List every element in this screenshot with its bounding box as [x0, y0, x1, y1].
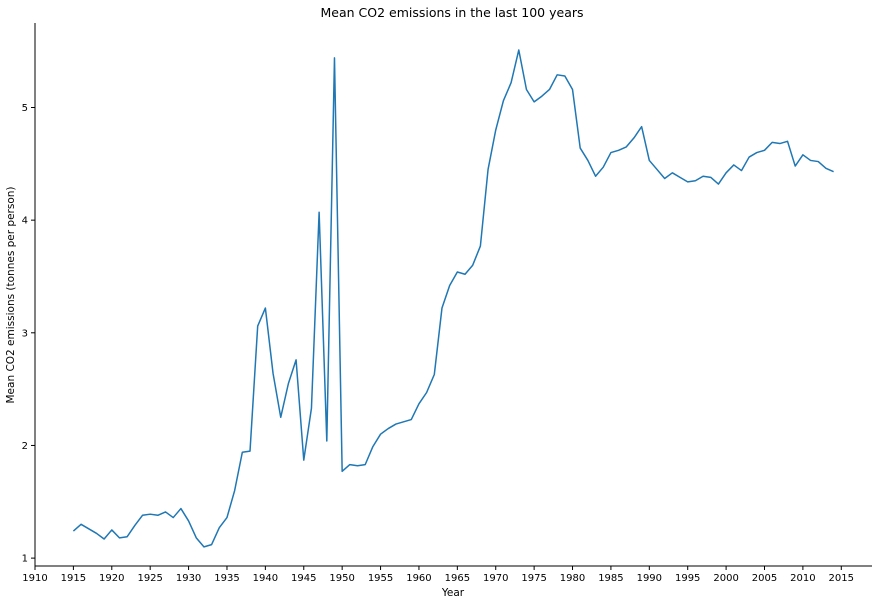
x-tick-label: 1945	[291, 573, 316, 584]
y-tick-label: 4	[22, 216, 28, 227]
x-tick-label: 2010	[790, 573, 815, 584]
x-tick-label: 1920	[99, 573, 124, 584]
x-tick-label: 1910	[22, 573, 47, 584]
x-tick-label: 2005	[752, 573, 777, 584]
x-tick-label: 1995	[675, 573, 700, 584]
series-line	[72, 49, 834, 548]
x-tick-label: 1955	[368, 573, 393, 584]
x-tick-label: 1925	[137, 573, 162, 584]
x-tick-label: 1970	[483, 573, 508, 584]
x-tick-label: 1950	[329, 573, 354, 584]
x-tick-label: 1975	[521, 573, 546, 584]
x-tick-label: 1935	[214, 573, 239, 584]
chart-title: Mean CO2 emissions in the last 100 years	[320, 5, 583, 20]
x-tick-label: 1915	[61, 573, 86, 584]
x-tick-label: 1930	[176, 573, 201, 584]
y-axis-ticks: 1 2 3 4 5	[22, 103, 35, 565]
y-tick-label: 5	[22, 103, 28, 114]
x-tick-label: 2015	[829, 573, 854, 584]
x-axis-ticks: 1910 1915 1920 1925 1930 1935 1940 1945 1950 1955…	[22, 566, 854, 584]
y-tick-label: 3	[22, 328, 28, 339]
x-tick-label: 1960	[406, 573, 431, 584]
x-tick-label: 1990	[637, 573, 662, 584]
x-tick-label: 1980	[560, 573, 585, 584]
x-tick-label: 1965	[445, 573, 470, 584]
x-tick-label: 2000	[713, 573, 738, 584]
x-tick-label: 1985	[598, 573, 623, 584]
x-axis-label: Year	[441, 587, 465, 599]
plot-area	[72, 49, 834, 548]
x-tick-label: 1940	[253, 573, 278, 584]
y-tick-label: 1	[22, 554, 28, 565]
y-axis-label: Mean CO2 emissions (tonnes per person)	[5, 187, 17, 404]
y-tick-label: 2	[22, 441, 28, 452]
